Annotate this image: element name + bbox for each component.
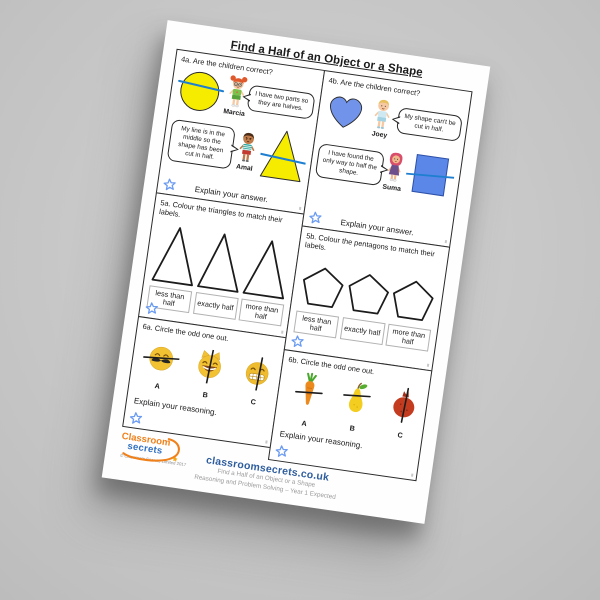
star-icon: [291, 335, 304, 348]
option-letter: A: [154, 381, 161, 391]
triangle-outline-icon: [197, 233, 239, 293]
yellow-circle-with-cut-line-icon: [178, 72, 224, 112]
option-b: B: [187, 348, 229, 403]
worksheet-page: Find a Half of an Object or a Shape 4a. …: [101, 20, 491, 524]
yellow-triangle-with-cut-line-icon: [259, 131, 307, 183]
section-4a: 4a. Are the children correct?: [155, 48, 326, 215]
odd-one-out-row: A B: [279, 369, 424, 444]
option-c: C: [383, 384, 424, 444]
star-icon: [275, 445, 288, 457]
pentagon-outline-icon: [393, 280, 434, 321]
right-column: 4b. Are the children correct?: [267, 69, 473, 482]
carrot-icon: [294, 372, 323, 406]
option-letter: C: [250, 397, 257, 407]
label-more-than-half: more than half: [385, 323, 432, 352]
section-5a: 5a. Colour the triangles to match their …: [137, 192, 305, 339]
question-grid: 4a. Are the children correct?: [120, 48, 473, 482]
section-5b: 5b. Colour the pentagons to match their …: [283, 225, 451, 372]
pentagon-outline-icon: [303, 267, 344, 308]
blue-heart-icon: [330, 96, 362, 129]
pear-icon: [343, 382, 371, 413]
star-icon: [145, 302, 158, 314]
option-a: A: [139, 341, 182, 396]
pentagon-row: [296, 261, 439, 326]
speech-bubble-marcia: I have two parts so they are halves.: [246, 84, 316, 120]
speech-bubble-joey: My shape can't be cut in half.: [395, 107, 463, 143]
child-amal: Amal: [232, 128, 262, 173]
label-exactly-half: exactly half: [192, 291, 239, 321]
section-4b: 4b. Are the children correct?: [301, 69, 473, 248]
section-6b: 6b. Circle the odd one out. A: [267, 349, 433, 482]
triangle-row: [149, 220, 294, 301]
pentagon-outline-icon: [348, 273, 389, 314]
grimace-emoji-icon: [246, 357, 269, 392]
child-suma: Suma: [379, 149, 409, 194]
child-joey: Joey: [367, 95, 397, 140]
marcia-illustration-icon: [229, 75, 248, 108]
option-letter: A: [300, 418, 308, 429]
classroom-secrets-logo: Classroom secrets © Classroom Secrets Li…: [118, 431, 191, 470]
suma-illustration-icon: [388, 152, 403, 182]
star-icon: [163, 178, 176, 191]
child-name: Amal: [235, 163, 253, 173]
child-name: Joey: [371, 130, 388, 140]
option-letter: C: [396, 430, 404, 441]
blue-square-with-cut-line-icon: [404, 154, 455, 197]
child-name: Suma: [381, 183, 402, 194]
star-icon: [309, 211, 322, 224]
child-marcia: Marcia: [222, 73, 252, 118]
odd-one-out-row: A B: [134, 340, 278, 409]
star-icon: [129, 412, 143, 424]
label-more-than-half: more than half: [238, 298, 285, 327]
pomegranate-icon: [393, 388, 415, 424]
left-column: 4a. Are the children correct?: [120, 48, 326, 460]
option-letter: B: [202, 390, 209, 400]
logo-swoosh-icon: [122, 438, 180, 462]
speech-bubble-suma: I have found the only way to half the sh…: [314, 143, 385, 187]
label-exactly-half: exactly half: [339, 316, 386, 346]
speech-bubble-amal: My line is in the middle so the shape ha…: [166, 119, 236, 170]
cat-emoji-icon: [198, 349, 221, 385]
section-6a: 6a. Circle the odd one out. A: [122, 315, 287, 449]
option-letter: B: [349, 423, 356, 434]
triangle-outline-icon: [242, 239, 285, 299]
joey-illustration-icon: [374, 100, 390, 130]
moustache-emoji-icon: [142, 347, 181, 371]
amal-illustration-icon: [239, 133, 255, 163]
option-b: B: [335, 377, 376, 437]
page-footer: Classroom secrets © Classroom Secrets Li…: [109, 428, 432, 501]
option-a: A: [287, 370, 328, 430]
option-c: C: [235, 354, 277, 409]
triangle-outline-icon: [151, 226, 194, 286]
